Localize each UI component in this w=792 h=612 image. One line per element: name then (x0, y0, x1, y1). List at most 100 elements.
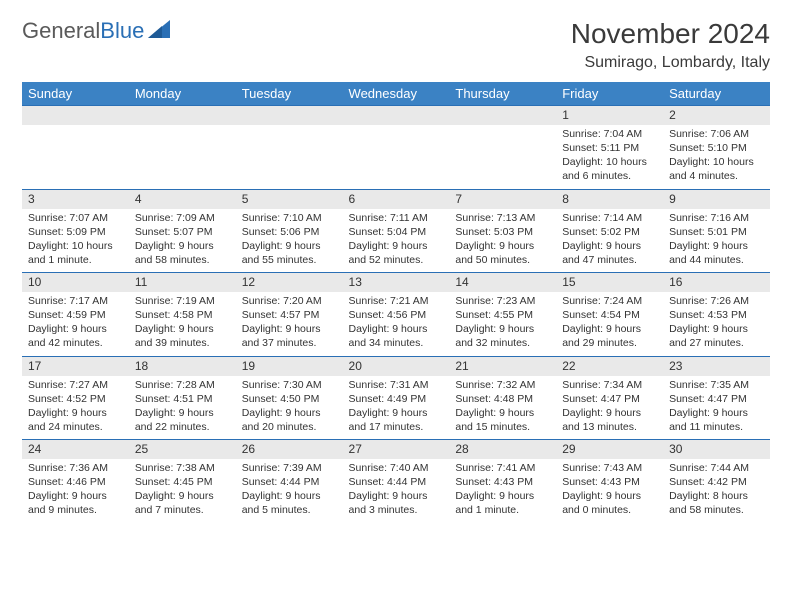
calendar-cell (449, 105, 556, 189)
calendar-cell: 3Sunrise: 7:07 AMSunset: 5:09 PMDaylight… (22, 189, 129, 273)
day-number: 25 (129, 439, 236, 459)
day-body: Sunrise: 7:13 AMSunset: 5:03 PMDaylight:… (449, 209, 556, 273)
day-number: 6 (343, 189, 450, 209)
weekday-header-row: SundayMondayTuesdayWednesdayThursdayFrid… (22, 82, 770, 105)
calendar-cell: 1Sunrise: 7:04 AMSunset: 5:11 PMDaylight… (556, 105, 663, 189)
day-body: Sunrise: 7:21 AMSunset: 4:56 PMDaylight:… (343, 292, 450, 356)
calendar-cell: 30Sunrise: 7:44 AMSunset: 4:42 PMDayligh… (663, 439, 770, 523)
day-sunrise: Sunrise: 7:32 AM (455, 379, 550, 392)
day-sunset: Sunset: 4:46 PM (28, 476, 123, 489)
calendar-cell: 8Sunrise: 7:14 AMSunset: 5:02 PMDaylight… (556, 189, 663, 273)
calendar-cell: 13Sunrise: 7:21 AMSunset: 4:56 PMDayligh… (343, 272, 450, 356)
calendar-cell: 5Sunrise: 7:10 AMSunset: 5:06 PMDaylight… (236, 189, 343, 273)
day-sunrise: Sunrise: 7:39 AM (242, 462, 337, 475)
day-body: Sunrise: 7:06 AMSunset: 5:10 PMDaylight:… (663, 125, 770, 189)
day-daylight1: Daylight: 9 hours (349, 323, 444, 336)
day-body: Sunrise: 7:36 AMSunset: 4:46 PMDaylight:… (22, 459, 129, 523)
calendar-cell (236, 105, 343, 189)
day-sunset: Sunset: 4:51 PM (135, 393, 230, 406)
day-number-bar (236, 105, 343, 125)
day-sunrise: Sunrise: 7:10 AM (242, 212, 337, 225)
day-number: 8 (556, 189, 663, 209)
day-number-bar (449, 105, 556, 125)
day-body: Sunrise: 7:34 AMSunset: 4:47 PMDaylight:… (556, 376, 663, 440)
day-number: 29 (556, 439, 663, 459)
day-daylight1: Daylight: 9 hours (455, 240, 550, 253)
day-sunset: Sunset: 4:49 PM (349, 393, 444, 406)
day-sunset: Sunset: 4:54 PM (562, 309, 657, 322)
day-body: Sunrise: 7:31 AMSunset: 4:49 PMDaylight:… (343, 376, 450, 440)
day-body: Sunrise: 7:23 AMSunset: 4:55 PMDaylight:… (449, 292, 556, 356)
weekday-header: Wednesday (343, 82, 450, 105)
day-sunrise: Sunrise: 7:30 AM (242, 379, 337, 392)
day-number: 4 (129, 189, 236, 209)
day-body: Sunrise: 7:30 AMSunset: 4:50 PMDaylight:… (236, 376, 343, 440)
calendar-cell: 20Sunrise: 7:31 AMSunset: 4:49 PMDayligh… (343, 356, 450, 440)
calendar-cell: 10Sunrise: 7:17 AMSunset: 4:59 PMDayligh… (22, 272, 129, 356)
day-sunset: Sunset: 5:04 PM (349, 226, 444, 239)
day-daylight2: and 3 minutes. (349, 504, 444, 517)
day-daylight2: and 58 minutes. (135, 254, 230, 267)
day-daylight2: and 4 minutes. (669, 170, 764, 183)
day-sunset: Sunset: 4:48 PM (455, 393, 550, 406)
day-daylight1: Daylight: 9 hours (349, 240, 444, 253)
day-body: Sunrise: 7:09 AMSunset: 5:07 PMDaylight:… (129, 209, 236, 273)
day-daylight2: and 5 minutes. (242, 504, 337, 517)
day-sunrise: Sunrise: 7:27 AM (28, 379, 123, 392)
month-title: November 2024 (571, 18, 770, 50)
day-sunrise: Sunrise: 7:16 AM (669, 212, 764, 225)
logo-text-blue: Blue (100, 18, 144, 44)
day-daylight2: and 52 minutes. (349, 254, 444, 267)
day-sunset: Sunset: 4:52 PM (28, 393, 123, 406)
day-number: 21 (449, 356, 556, 376)
calendar-cell: 4Sunrise: 7:09 AMSunset: 5:07 PMDaylight… (129, 189, 236, 273)
calendar-cell: 28Sunrise: 7:41 AMSunset: 4:43 PMDayligh… (449, 439, 556, 523)
day-sunset: Sunset: 5:11 PM (562, 142, 657, 155)
day-number: 17 (22, 356, 129, 376)
calendar-week-row: 10Sunrise: 7:17 AMSunset: 4:59 PMDayligh… (22, 272, 770, 356)
day-daylight2: and 42 minutes. (28, 337, 123, 350)
day-daylight1: Daylight: 9 hours (242, 407, 337, 420)
day-number: 12 (236, 272, 343, 292)
day-body: Sunrise: 7:39 AMSunset: 4:44 PMDaylight:… (236, 459, 343, 523)
day-sunset: Sunset: 4:43 PM (562, 476, 657, 489)
day-daylight1: Daylight: 10 hours (669, 156, 764, 169)
calendar-cell: 29Sunrise: 7:43 AMSunset: 4:43 PMDayligh… (556, 439, 663, 523)
day-sunrise: Sunrise: 7:40 AM (349, 462, 444, 475)
day-daylight2: and 44 minutes. (669, 254, 764, 267)
day-daylight2: and 27 minutes. (669, 337, 764, 350)
day-daylight1: Daylight: 9 hours (242, 490, 337, 503)
day-sunrise: Sunrise: 7:24 AM (562, 295, 657, 308)
logo: GeneralBlue (22, 18, 170, 44)
calendar-cell: 26Sunrise: 7:39 AMSunset: 4:44 PMDayligh… (236, 439, 343, 523)
weekday-header: Saturday (663, 82, 770, 105)
header: GeneralBlue November 2024 Sumirago, Lomb… (22, 18, 770, 72)
calendar-cell: 6Sunrise: 7:11 AMSunset: 5:04 PMDaylight… (343, 189, 450, 273)
weekday-header: Tuesday (236, 82, 343, 105)
weekday-header: Friday (556, 82, 663, 105)
day-daylight1: Daylight: 9 hours (455, 490, 550, 503)
calendar-cell: 21Sunrise: 7:32 AMSunset: 4:48 PMDayligh… (449, 356, 556, 440)
day-body (449, 125, 556, 185)
calendar-cell: 15Sunrise: 7:24 AMSunset: 4:54 PMDayligh… (556, 272, 663, 356)
day-daylight1: Daylight: 9 hours (135, 490, 230, 503)
day-daylight1: Daylight: 9 hours (28, 490, 123, 503)
title-block: November 2024 Sumirago, Lombardy, Italy (571, 18, 770, 72)
day-daylight1: Daylight: 9 hours (669, 407, 764, 420)
day-number-bar (22, 105, 129, 125)
day-daylight1: Daylight: 9 hours (562, 323, 657, 336)
day-daylight1: Daylight: 9 hours (349, 490, 444, 503)
day-sunrise: Sunrise: 7:21 AM (349, 295, 444, 308)
calendar-cell: 14Sunrise: 7:23 AMSunset: 4:55 PMDayligh… (449, 272, 556, 356)
day-daylight2: and 6 minutes. (562, 170, 657, 183)
day-number: 5 (236, 189, 343, 209)
day-body (22, 125, 129, 185)
day-daylight2: and 15 minutes. (455, 421, 550, 434)
day-body: Sunrise: 7:17 AMSunset: 4:59 PMDaylight:… (22, 292, 129, 356)
day-sunset: Sunset: 4:58 PM (135, 309, 230, 322)
day-daylight1: Daylight: 9 hours (562, 407, 657, 420)
day-sunset: Sunset: 4:44 PM (242, 476, 337, 489)
day-sunrise: Sunrise: 7:41 AM (455, 462, 550, 475)
day-daylight1: Daylight: 10 hours (28, 240, 123, 253)
day-daylight2: and 29 minutes. (562, 337, 657, 350)
